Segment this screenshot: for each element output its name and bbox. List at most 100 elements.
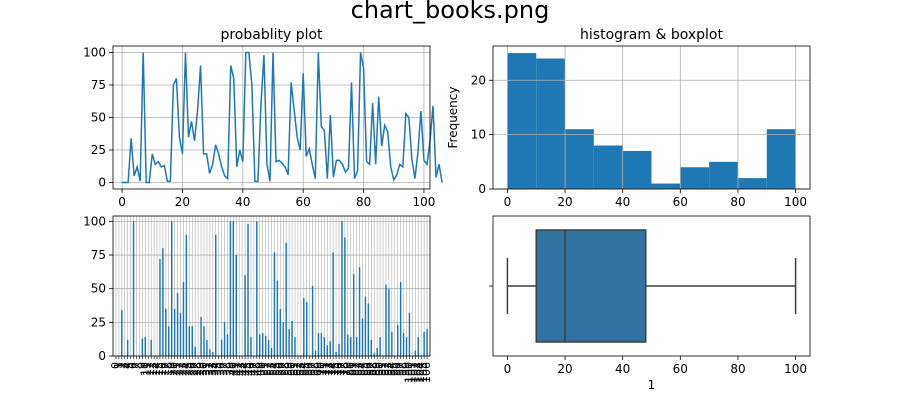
hist-tick-label-y: 0: [478, 182, 486, 196]
bars-tick-label-y: 25: [91, 315, 106, 329]
hist-tick-label-x: 60: [673, 195, 688, 209]
bars-tick-label-x: 3: [118, 362, 131, 369]
hist-tick-label-x: 20: [557, 195, 572, 209]
bars-tick-label-x: 97: [394, 362, 407, 376]
bars-bar: [288, 329, 290, 356]
hist-bar: [507, 53, 537, 190]
box-axes-frame: [492, 215, 811, 357]
bars-bar: [179, 312, 182, 356]
hist-bar: [536, 58, 566, 189]
bars-tick-label-x: 32: [203, 362, 216, 376]
bars-bar: [191, 326, 193, 356]
bars-tick-label-x: 82: [350, 362, 363, 376]
bars-tick-label-x: 17: [159, 362, 172, 376]
bars-tick-label-x: 51: [259, 362, 272, 376]
bars-tick-label-x: 5: [124, 362, 137, 369]
bars-bar: [214, 234, 217, 356]
bars-bar: [388, 288, 390, 356]
bars-tick-label-x: 86: [361, 362, 374, 376]
figure-title: chart_books.png: [350, 0, 550, 24]
bars-tick-label-x: 100: [402, 362, 415, 383]
bars-tick-label-x: 65: [300, 362, 313, 376]
bars-bar: [391, 331, 393, 356]
line-tick-label-x: 0: [118, 195, 126, 209]
hist-bar: [680, 167, 710, 189]
bars-bar: [159, 259, 161, 356]
bars-bar: [332, 252, 334, 356]
bars-tick-label-x: 23: [176, 362, 189, 376]
bars-bar: [370, 339, 373, 356]
bars-bar: [273, 252, 276, 356]
bars-bar: [279, 308, 282, 356]
bars-bar: [405, 337, 408, 356]
bars-bar: [385, 284, 387, 356]
line-tick-label-x: 100: [413, 195, 436, 209]
bars-bar: [165, 308, 167, 356]
bars-tick-label-x: 59: [282, 362, 295, 376]
bars-bar: [264, 335, 267, 356]
bars-tick-label-x: 9: [135, 362, 148, 369]
bars-tick-label-x: 63: [294, 362, 307, 376]
bars-bar: [229, 221, 232, 356]
bars-tick-label-x: 33: [206, 362, 219, 376]
bars-bar: [417, 337, 419, 356]
bars-bar: [250, 337, 252, 356]
bars-bar: [168, 326, 170, 356]
bars-tick-label-x: 14: [150, 362, 163, 376]
bars-tick-label-x: 58: [279, 362, 292, 376]
bars-tick-label-x: 34: [209, 362, 222, 376]
line-tick-label-y: 50: [91, 111, 106, 125]
bars-bar: [126, 339, 129, 356]
bars-bar: [352, 273, 355, 356]
bars-bar: [355, 337, 358, 356]
box-tick-label-x: 60: [673, 362, 688, 376]
bars-tick-label-x: 70: [314, 362, 327, 376]
bars-tick-label-x: 101: [405, 362, 418, 383]
bars-bar: [212, 351, 214, 356]
bars-bar: [223, 322, 226, 356]
bars-bar: [182, 281, 185, 356]
bars-tick-label-x: 21: [171, 362, 184, 376]
bars-tick-label-x: 99: [400, 362, 413, 376]
bars-tick-label-x: 80: [344, 362, 357, 376]
bars-tick-label-x: 56: [273, 362, 286, 376]
bars-bar: [206, 339, 208, 356]
bars-bar: [373, 353, 375, 356]
bars-bar: [323, 337, 326, 356]
bars-bar: [270, 347, 273, 356]
bars-bar: [144, 337, 147, 356]
bars-bar: [341, 221, 343, 356]
bars-tick-label-y: 100: [83, 214, 106, 228]
bars-bar: [361, 318, 364, 356]
bars-tick-label-x: 96: [391, 362, 404, 376]
bars-tick-label-x: 64: [297, 362, 310, 376]
box-tick-label-x: 80: [730, 362, 745, 376]
bars-tick-label-x: 48: [250, 362, 263, 376]
bars-tick-label-x: 79: [341, 362, 354, 376]
bars-tick-label-x: 77: [335, 362, 348, 376]
line-series: [122, 51, 443, 184]
bars-bar: [291, 321, 293, 356]
bars-bar: [426, 329, 428, 356]
line-axes-frame: [112, 45, 431, 190]
bars-bar: [170, 221, 173, 356]
bars-bar: [402, 333, 405, 356]
box-tick-label-x: 20: [557, 362, 572, 376]
bars-tick-label-x: 66: [303, 362, 316, 376]
bars-bar: [347, 334, 349, 356]
bars-bar: [326, 345, 329, 356]
bars-tick-label-x: 106: [420, 362, 433, 383]
bars-bar: [396, 325, 399, 356]
box-tick-label-x: 100: [784, 362, 807, 376]
bars-tick-label-x: 90: [373, 362, 386, 376]
bars-tick-label-x: 2: [115, 362, 128, 369]
bars-tick-label-x: 36: [215, 362, 228, 376]
bars-tick-label-x: 61: [288, 362, 301, 376]
line-tick-label-x: 40: [235, 195, 250, 209]
bars-tick-label-x: 87: [364, 362, 377, 376]
bars-bar: [320, 333, 323, 356]
bars-tick-label-x: 15: [153, 362, 166, 376]
bars-tick-label-x: 18: [162, 362, 175, 376]
bars-tick-label-x: 74: [326, 362, 339, 376]
